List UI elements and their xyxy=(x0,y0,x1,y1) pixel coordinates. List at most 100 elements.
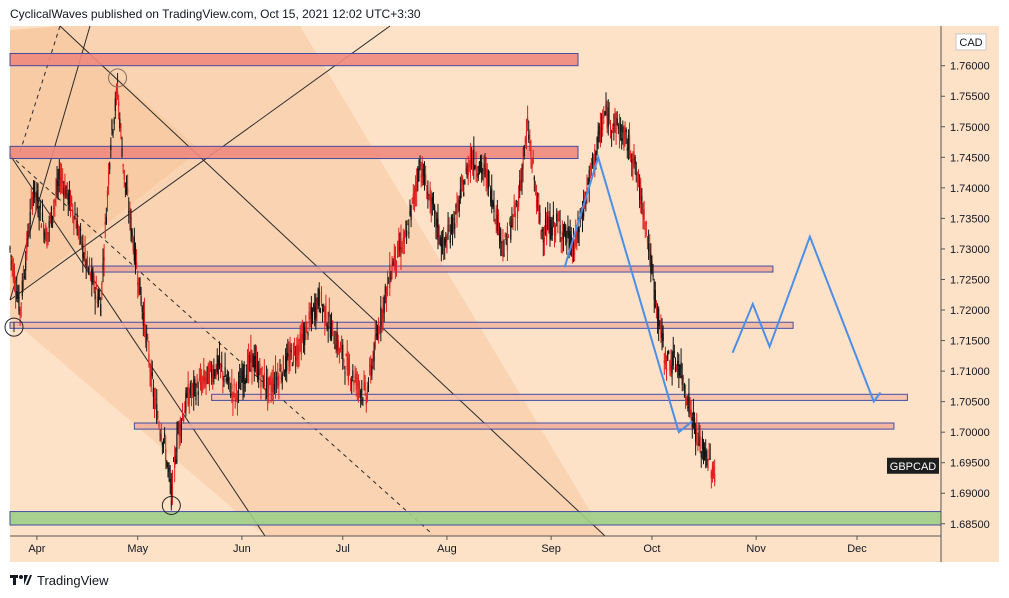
candle-body xyxy=(116,90,119,97)
candle-body xyxy=(31,196,34,210)
price-tick-label: 1.75000 xyxy=(950,122,990,134)
candle-body xyxy=(73,216,75,224)
candle-body xyxy=(652,275,654,277)
candle-body xyxy=(551,226,553,236)
candle-body xyxy=(555,225,557,236)
candle-body xyxy=(650,253,652,273)
candle-body xyxy=(158,424,160,427)
time-axis-background[interactable] xyxy=(10,536,999,562)
candle-body xyxy=(674,367,677,371)
price-axis-background[interactable] xyxy=(941,26,999,536)
candle-body xyxy=(236,394,239,403)
candle-body xyxy=(417,168,419,183)
candle-body xyxy=(631,159,633,163)
chart-attribution: CyclicalWaves published on TradingView.c… xyxy=(10,7,421,21)
candle-body xyxy=(422,168,425,177)
candle-body xyxy=(446,244,448,251)
candle-body xyxy=(127,188,129,193)
candle-body xyxy=(643,209,645,220)
candle-body xyxy=(644,229,646,231)
candle-body xyxy=(420,174,422,178)
candle-body xyxy=(358,385,361,389)
candle-body xyxy=(194,378,196,386)
price-tick-label: 1.70000 xyxy=(950,427,990,439)
candle-body xyxy=(571,245,574,249)
candle-body xyxy=(709,458,711,460)
channel-line xyxy=(9,25,391,301)
candle-body xyxy=(341,345,343,349)
candle-body xyxy=(149,369,151,373)
candle-body xyxy=(526,117,529,123)
candle-body xyxy=(131,229,133,237)
candle-body xyxy=(482,169,484,172)
pivot-marker xyxy=(108,68,128,88)
candle-body xyxy=(245,374,247,384)
candle-body xyxy=(162,439,165,444)
candle-body xyxy=(325,303,327,324)
time-tick-label: Jul xyxy=(336,543,350,555)
candle-body xyxy=(538,205,540,212)
candle-body xyxy=(332,320,334,324)
candle-body xyxy=(66,182,68,194)
price-tick-label: 1.72500 xyxy=(950,274,990,286)
candle-body xyxy=(706,450,708,466)
time-axis[interactable]: Apr May Jun Jul Aug Sep Oct Nov Dec xyxy=(28,536,867,555)
candle-body xyxy=(679,368,681,374)
candle-body xyxy=(558,220,560,222)
candle-body xyxy=(32,190,35,195)
candle-body xyxy=(153,400,156,407)
candle-body xyxy=(172,461,175,463)
candle-body xyxy=(120,126,122,129)
candle-body xyxy=(134,246,137,264)
candle-body xyxy=(218,355,221,368)
candle-body xyxy=(485,167,487,179)
footer-brand: TradingView xyxy=(37,572,109,588)
candle-body xyxy=(712,467,715,476)
price-tick-label: 1.72000 xyxy=(950,305,990,317)
candle-body xyxy=(292,344,295,363)
candle-body xyxy=(301,333,304,340)
candle-body xyxy=(376,333,379,338)
candle-body xyxy=(670,361,672,368)
candle-body xyxy=(423,173,426,184)
projection-path xyxy=(731,233,882,404)
candle-body xyxy=(677,360,679,366)
candle-body xyxy=(383,296,385,313)
candle-body xyxy=(494,220,496,222)
candle-body xyxy=(546,224,548,237)
candle-body xyxy=(683,383,686,389)
candle-body xyxy=(530,148,532,157)
price-axis[interactable]: 1.76000 1.75500 1.75000 1.74500 1.74000 1.735… xyxy=(941,61,990,531)
candle-body xyxy=(362,398,364,400)
candle-body xyxy=(660,320,662,339)
zone-rect xyxy=(133,422,895,430)
candle-body xyxy=(84,247,86,256)
candle-body xyxy=(43,224,45,236)
candle-body xyxy=(25,261,27,271)
candle-body xyxy=(285,356,287,373)
candle-body xyxy=(226,377,228,382)
candle-body xyxy=(124,182,126,186)
candle-body xyxy=(492,201,494,207)
candle-body xyxy=(594,149,596,164)
candle-body xyxy=(356,383,358,385)
candle-body xyxy=(296,344,298,361)
candle-body xyxy=(363,382,365,388)
candle-body xyxy=(204,376,206,386)
candle-body xyxy=(612,127,614,129)
candle-body xyxy=(393,255,395,266)
candle-body xyxy=(673,351,675,353)
candle-body xyxy=(698,435,700,442)
candle-body xyxy=(129,207,131,219)
candle-body xyxy=(514,212,516,217)
candle-body xyxy=(681,375,683,385)
candle-body xyxy=(714,474,716,483)
candle-body xyxy=(18,291,20,312)
candle-body xyxy=(355,373,357,390)
candle-body xyxy=(533,176,535,181)
candle-body xyxy=(421,161,423,184)
candle-body xyxy=(251,350,253,371)
candle-body xyxy=(293,345,296,348)
candle-body xyxy=(525,130,528,135)
